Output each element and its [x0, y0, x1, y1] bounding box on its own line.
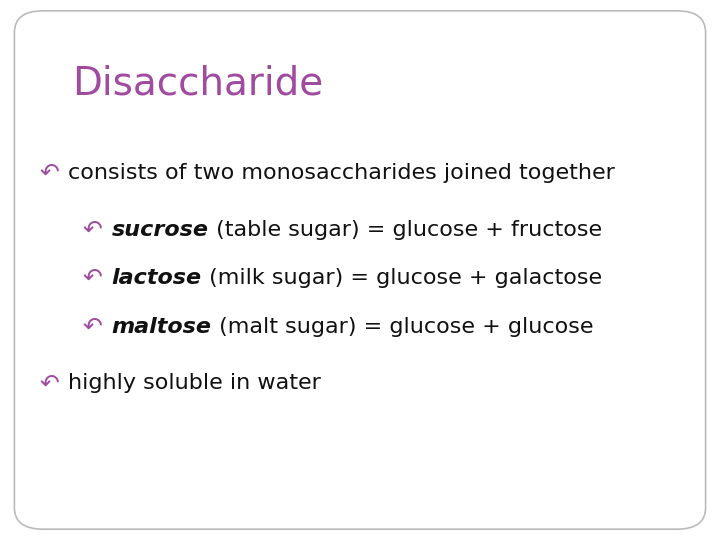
Text: (milk sugar) = glucose + galactose: (milk sugar) = glucose + galactose	[202, 268, 602, 288]
Text: (malt sugar) = glucose + glucose: (malt sugar) = glucose + glucose	[212, 316, 593, 337]
Text: ↶: ↶	[40, 161, 59, 185]
Text: sucrose: sucrose	[112, 219, 209, 240]
Text: maltose: maltose	[112, 316, 212, 337]
Text: consists of two monosaccharides joined together: consists of two monosaccharides joined t…	[68, 163, 616, 183]
FancyBboxPatch shape	[14, 11, 706, 529]
Text: ↶: ↶	[83, 218, 102, 241]
Text: ↶: ↶	[83, 315, 102, 339]
Text: (table sugar) = glucose + fructose: (table sugar) = glucose + fructose	[209, 219, 602, 240]
Text: ↶: ↶	[83, 266, 102, 290]
Text: lactose: lactose	[112, 268, 202, 288]
Text: ↶: ↶	[40, 372, 59, 395]
Text: Disaccharide: Disaccharide	[72, 65, 323, 103]
Text: highly soluble in water: highly soluble in water	[68, 373, 321, 394]
